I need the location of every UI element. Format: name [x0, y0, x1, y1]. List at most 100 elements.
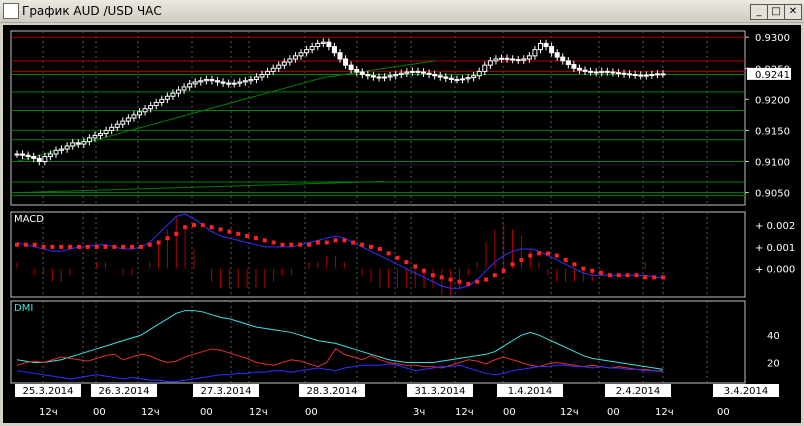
candle-body [259, 74, 265, 78]
close-button[interactable]: ✕ [784, 4, 802, 20]
candle-body [31, 156, 37, 159]
candle-body [198, 80, 204, 83]
candle-body [53, 149, 59, 155]
macd-signal-point [227, 229, 232, 234]
hour-label: 00 [200, 407, 213, 418]
candle-body [214, 80, 220, 83]
macd-signal-point [218, 227, 223, 232]
hour-label: 3ч [413, 407, 425, 418]
macd-signal-point [545, 251, 550, 256]
macd-signal-point [289, 242, 294, 247]
dmi-plus-di-line [16, 348, 663, 372]
chart-svg[interactable]: 0.93000.92500.92000.91500.91000.90500.92… [3, 25, 801, 423]
macd-signal-point [32, 242, 37, 247]
candle-body [343, 58, 349, 66]
price-tick-label: 0.9200 [755, 95, 790, 106]
macd-signal-point [85, 244, 90, 249]
macd-signal-point [528, 253, 533, 258]
candle-body [465, 77, 471, 80]
candle-body [504, 57, 510, 60]
macd-signal-point [298, 242, 303, 247]
price-tick-label: 0.9150 [755, 126, 790, 137]
macd-signal-point [430, 273, 435, 278]
candle-body [610, 71, 616, 74]
candle-body [59, 148, 65, 151]
dmi-tick-label: 40 [767, 331, 780, 342]
date-label: 1.4.2014 [508, 386, 553, 397]
candle-body [487, 60, 493, 66]
candle-body [114, 123, 120, 128]
macd-signal-point [280, 242, 285, 247]
macd-signal-point [581, 266, 586, 271]
candle-body [460, 78, 466, 81]
macd-signal-point [484, 277, 489, 282]
macd-signal-point [15, 242, 19, 247]
candle-body [510, 58, 516, 61]
candle-body [643, 74, 649, 77]
candle-body [42, 156, 48, 162]
candle-body [627, 73, 633, 76]
macd-signal-point [554, 253, 559, 258]
restore-button[interactable]: □ [767, 4, 785, 20]
candle-body [142, 108, 148, 113]
candle-body [81, 141, 87, 145]
macd-signal-point [68, 244, 73, 249]
candle-body [209, 78, 215, 82]
candle-body [164, 95, 170, 100]
chart-area[interactable]: 0.93000.92500.92000.91500.91000.90500.92… [3, 25, 801, 423]
candle-body [148, 105, 154, 110]
candle-body [203, 78, 209, 82]
macd-tick-label: + 0.002 [755, 221, 795, 232]
macd-signal-point [351, 240, 356, 245]
candle-body [660, 73, 666, 76]
candle-body [20, 153, 26, 156]
candle-body [604, 70, 610, 73]
candle-body [359, 71, 365, 76]
hour-label: 12ч [560, 407, 579, 418]
macd-signal-point [333, 238, 338, 243]
candle-body [131, 114, 137, 119]
macd-signal-point [386, 251, 391, 256]
candle-body [337, 52, 343, 60]
macd-signal-point [271, 240, 276, 245]
candle-body [499, 57, 504, 60]
candle-body [576, 67, 582, 71]
candle-body [409, 70, 415, 73]
panel-border-3 [10, 300, 746, 384]
candle-body [654, 73, 660, 76]
candle-body [443, 76, 449, 79]
macd-signal-point [41, 244, 46, 249]
window-titlebar: График AUD /USD ЧАС _ □ ✕ [0, 0, 804, 23]
candle-body [265, 70, 271, 75]
candle-body [270, 67, 276, 72]
macd-signal-point [342, 238, 347, 243]
current-price-label: 0.9241 [755, 70, 790, 81]
date-label: 28.3.2014 [307, 386, 358, 397]
macd-signal-point [262, 238, 267, 243]
candle-body [365, 74, 371, 77]
chart-window-icon [3, 3, 19, 19]
price-tick-label: 0.9300 [755, 33, 790, 44]
hour-label: 12ч [249, 407, 268, 418]
macd-signal-point [652, 275, 657, 280]
panel-border-1 [10, 30, 746, 206]
date-label-box [497, 384, 563, 397]
candle-body [370, 75, 376, 78]
candle-body [276, 64, 282, 69]
candle-body [292, 55, 298, 60]
date-label: 3.4.2014 [724, 386, 769, 397]
candle-body [482, 64, 488, 72]
macd-signal-point [253, 236, 258, 241]
macd-signal-point [519, 257, 524, 262]
minimize-button[interactable]: _ [750, 4, 768, 20]
candle-body [471, 75, 477, 79]
candle-body [304, 49, 310, 54]
date-label: 31.3.2014 [415, 386, 466, 397]
macd-signal-point [599, 271, 604, 276]
macd-signal-point [377, 247, 382, 252]
candle-body [75, 142, 81, 145]
macd-signal-point [76, 244, 81, 249]
candle-body [287, 58, 293, 63]
candle-body [454, 78, 460, 81]
candle-body [103, 129, 109, 135]
